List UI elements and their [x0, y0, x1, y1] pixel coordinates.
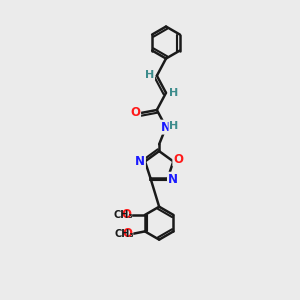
Text: O: O [121, 208, 131, 221]
Text: H: H [169, 88, 178, 98]
Text: CH₃: CH₃ [114, 210, 134, 220]
Text: H: H [169, 121, 178, 131]
Text: CH₃: CH₃ [115, 229, 135, 239]
Text: N: N [168, 173, 178, 186]
Text: O: O [173, 153, 183, 166]
Text: O: O [122, 227, 132, 240]
Text: N: N [135, 155, 145, 168]
Text: N: N [160, 121, 170, 134]
Text: H: H [145, 70, 154, 80]
Text: O: O [130, 106, 140, 119]
